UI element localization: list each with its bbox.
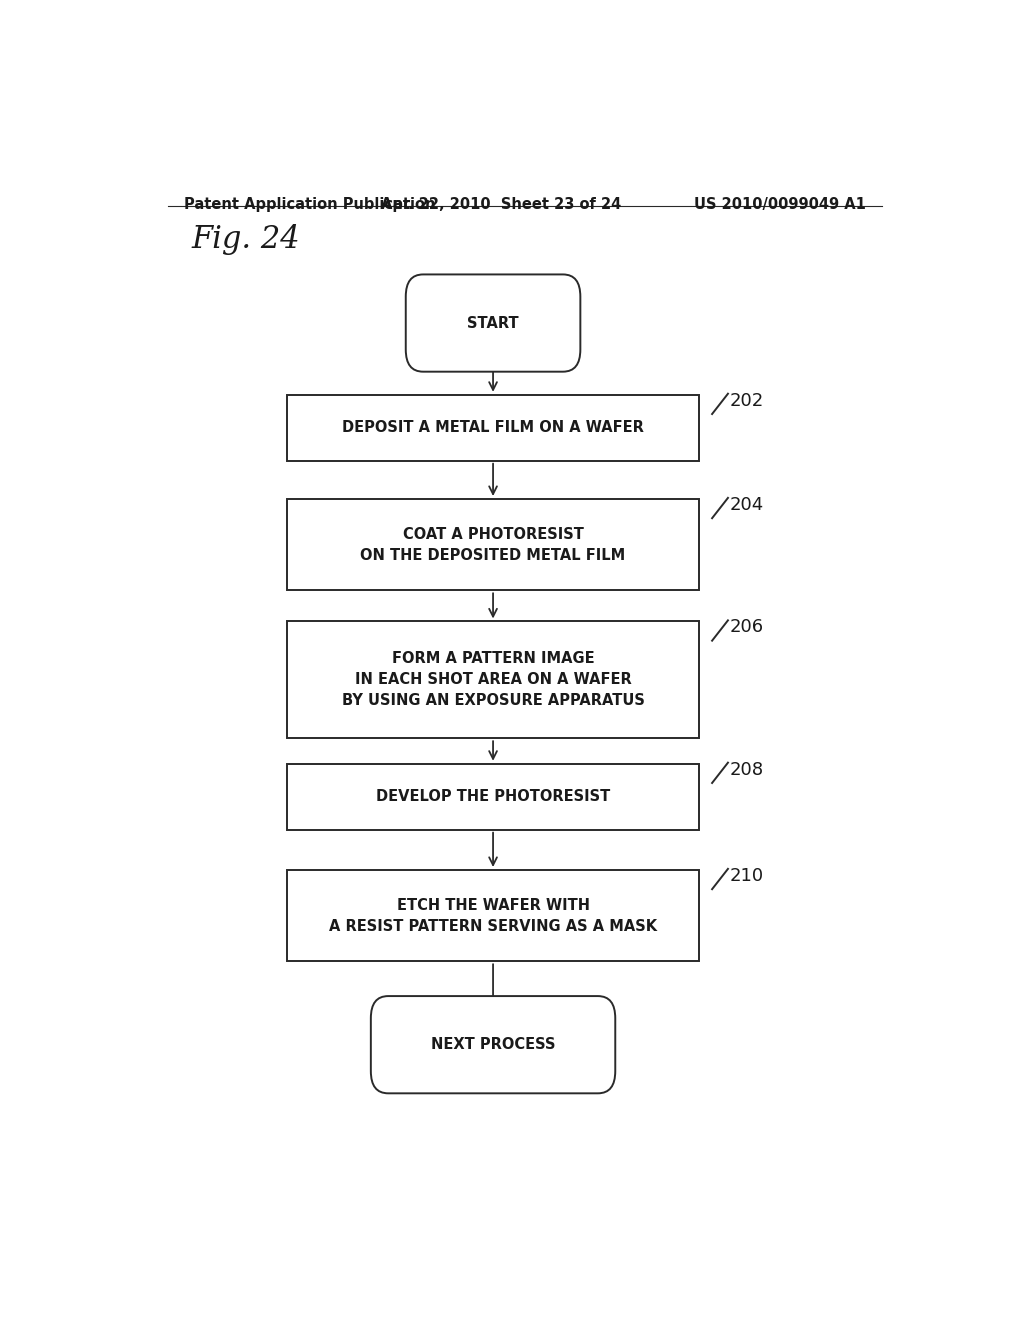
Text: FORM A PATTERN IMAGE
IN EACH SHOT AREA ON A WAFER
BY USING AN EXPOSURE APPARATUS: FORM A PATTERN IMAGE IN EACH SHOT AREA O…	[342, 651, 644, 709]
Text: ETCH THE WAFER WITH
A RESIST PATTERN SERVING AS A MASK: ETCH THE WAFER WITH A RESIST PATTERN SER…	[329, 898, 657, 933]
Text: DEPOSIT A METAL FILM ON A WAFER: DEPOSIT A METAL FILM ON A WAFER	[342, 420, 644, 436]
Bar	[287, 870, 699, 961]
Text: 202: 202	[729, 392, 764, 409]
Bar	[287, 622, 699, 738]
Text: START: START	[467, 315, 519, 330]
Text: 208: 208	[729, 760, 764, 779]
Text: US 2010/0099049 A1: US 2010/0099049 A1	[694, 197, 866, 213]
Text: NEXT PROCESS: NEXT PROCESS	[431, 1038, 555, 1052]
Bar	[287, 395, 699, 461]
FancyBboxPatch shape	[371, 997, 615, 1093]
Text: Apr. 22, 2010  Sheet 23 of 24: Apr. 22, 2010 Sheet 23 of 24	[381, 197, 622, 213]
Text: 204: 204	[729, 496, 764, 513]
FancyBboxPatch shape	[406, 275, 581, 372]
Text: 210: 210	[729, 867, 764, 884]
Bar	[287, 764, 699, 830]
Bar	[287, 499, 699, 590]
Text: Fig. 24: Fig. 24	[191, 224, 300, 256]
Text: Patent Application Publication: Patent Application Publication	[183, 197, 435, 213]
Text: COAT A PHOTORESIST
ON THE DEPOSITED METAL FILM: COAT A PHOTORESIST ON THE DEPOSITED META…	[360, 527, 626, 562]
Text: 206: 206	[729, 618, 764, 636]
Text: DEVELOP THE PHOTORESIST: DEVELOP THE PHOTORESIST	[376, 789, 610, 804]
